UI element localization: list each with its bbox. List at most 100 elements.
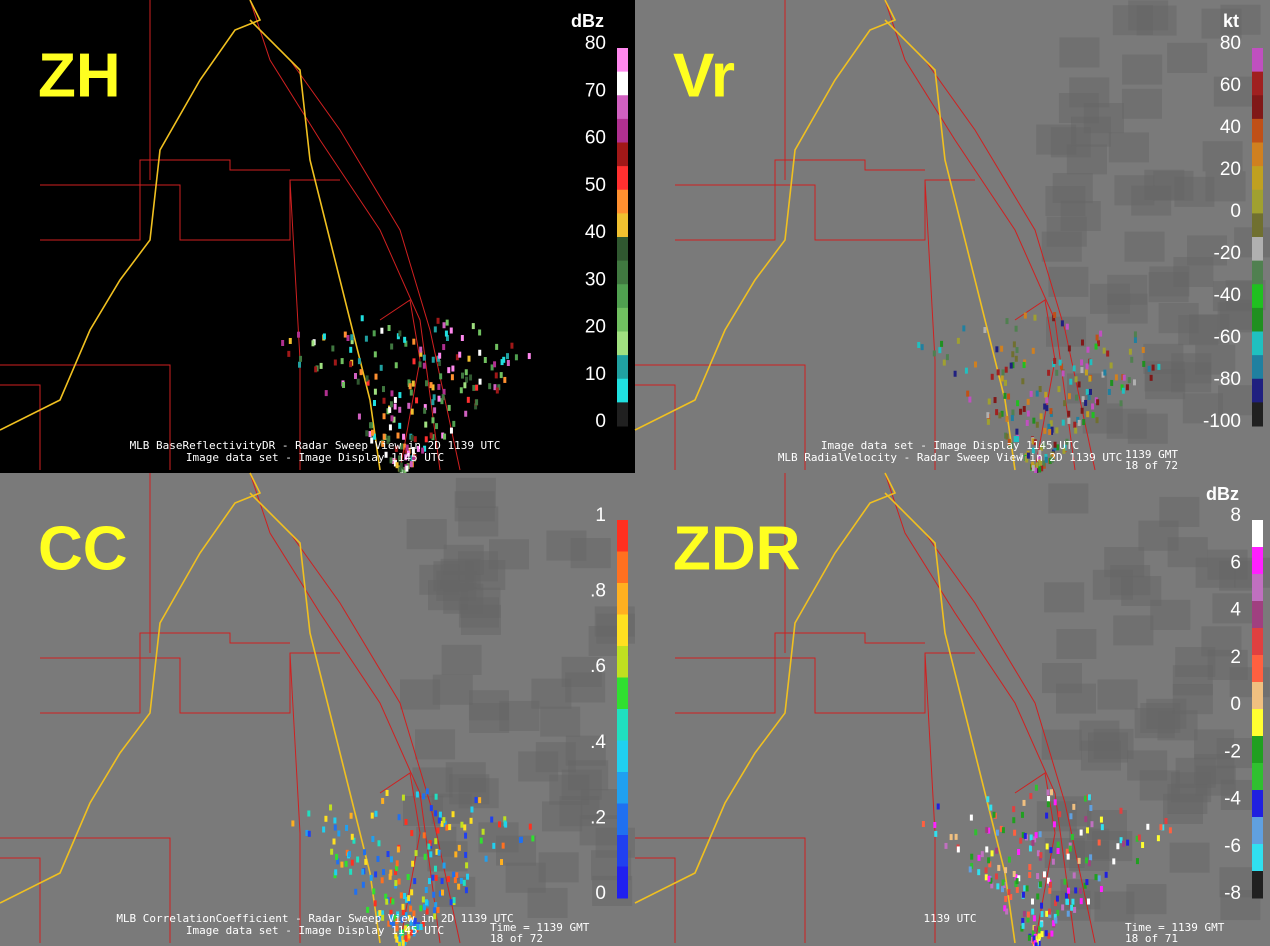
- radar-echo: [410, 434, 414, 441]
- radar-echo: [429, 382, 433, 389]
- radar-echo: [307, 810, 311, 817]
- radar-echo: [412, 338, 416, 345]
- radar-echo: [438, 890, 442, 897]
- radar-echo: [360, 315, 364, 322]
- radar-echo: [407, 379, 411, 386]
- radar-echo: [461, 372, 465, 379]
- radar-echo: [391, 457, 395, 464]
- radar-panel: CC 1 .8 .6 .4 .2 0 MLB CorrelationCoefficient -…: [0, 472, 637, 946]
- radar-echo: [1089, 359, 1093, 366]
- radar-echo: [1000, 886, 1004, 893]
- radar-echo: [1033, 314, 1037, 321]
- radar-echo: [281, 339, 285, 346]
- radar-echo: [498, 821, 502, 828]
- radar-echo: [381, 914, 385, 921]
- radar-echo: [333, 824, 337, 831]
- radar-echo: [1007, 889, 1011, 896]
- colorbar-segment: [1252, 307, 1263, 332]
- radar-echo: [1036, 893, 1040, 900]
- radar-echo: [419, 346, 423, 353]
- radar-echo: [407, 915, 411, 922]
- radar-echo: [413, 924, 417, 931]
- colorbar-segment: [617, 284, 628, 309]
- radar-echo: [472, 384, 476, 391]
- radar-echo: [970, 853, 974, 860]
- radar-echo: [1038, 831, 1042, 838]
- background-tile: [565, 735, 606, 766]
- background-tile: [1108, 132, 1149, 163]
- background-tile: [1194, 754, 1235, 785]
- radar-echo: [1084, 816, 1088, 823]
- radar-echo: [431, 399, 435, 406]
- radar-echo: [1085, 857, 1089, 864]
- caption-extra: Time = 1139 GMT: [490, 921, 590, 934]
- radar-echo: [1090, 821, 1094, 828]
- radar-echo: [423, 404, 427, 411]
- radar-echo: [1047, 369, 1051, 376]
- radar-echo: [1045, 397, 1049, 404]
- caption: Image data set - Image Display 1145 UTC: [186, 451, 444, 464]
- background-tile: [1122, 54, 1163, 85]
- radar-echo: [412, 910, 416, 917]
- radar-echo: [357, 358, 361, 365]
- radar-echo: [1094, 343, 1098, 350]
- radar-echo: [478, 329, 482, 336]
- radar-echo: [474, 796, 478, 803]
- radar-echo: [1056, 848, 1060, 855]
- radar-echo: [1005, 318, 1009, 325]
- radar-echo: [1095, 334, 1099, 341]
- background-tile: [1127, 750, 1168, 781]
- colorbar-segment: [1252, 817, 1263, 845]
- radar-echo: [1020, 811, 1024, 818]
- radar-echo: [1029, 793, 1033, 800]
- radar-echo: [506, 360, 510, 367]
- radar-echo: [1040, 931, 1044, 938]
- colorbar-tick-label: 40: [585, 222, 606, 243]
- radar-echo: [405, 465, 409, 472]
- radar-echo: [395, 936, 399, 943]
- radar-echo: [408, 383, 412, 390]
- radar-echo: [1067, 345, 1071, 352]
- radar-echo: [452, 420, 456, 427]
- radar-echo: [1025, 419, 1029, 426]
- radar-echo: [389, 856, 393, 863]
- radar-echo: [466, 396, 470, 403]
- colorbar-segment: [1252, 355, 1263, 380]
- radar-echo: [384, 893, 388, 900]
- radar-echo: [335, 853, 339, 860]
- radar-echo: [1040, 444, 1044, 451]
- radar-echo: [1107, 388, 1111, 395]
- colorbar-segment: [617, 71, 628, 96]
- radar-echo: [397, 878, 401, 885]
- colorbar-segment: [617, 614, 628, 647]
- colorbar-tick-label: 2: [1230, 647, 1241, 668]
- radar-echo: [425, 908, 429, 915]
- radar-echo: [1011, 362, 1015, 369]
- background-tile: [1114, 175, 1155, 206]
- radar-echo: [1133, 331, 1137, 338]
- radar-echo: [980, 851, 984, 858]
- radar-echo: [1036, 850, 1040, 857]
- colorbar-segment: [617, 237, 628, 262]
- county-line: [675, 632, 925, 714]
- colorbar-segment: [1252, 48, 1263, 73]
- background-tile: [1205, 171, 1246, 202]
- radar-echo: [373, 900, 377, 907]
- radar-echo: [1066, 910, 1070, 917]
- radar-echo: [949, 834, 953, 841]
- radar-echo: [433, 407, 437, 414]
- county-line: [0, 384, 41, 470]
- radar-echo: [314, 366, 318, 373]
- radar-echo: [503, 816, 507, 823]
- colorbar-tick-label: .2: [590, 807, 606, 828]
- colorbar-tick-label: 0: [595, 411, 606, 432]
- radar-echo: [1101, 371, 1105, 378]
- radar-echo: [1075, 394, 1079, 401]
- radar-echo: [1070, 904, 1074, 911]
- colorbar-segment: [1252, 331, 1263, 356]
- radar-echo: [1044, 391, 1048, 398]
- radar-echo: [404, 447, 408, 454]
- radar-echo: [1099, 886, 1103, 893]
- radar-echo: [1039, 852, 1043, 859]
